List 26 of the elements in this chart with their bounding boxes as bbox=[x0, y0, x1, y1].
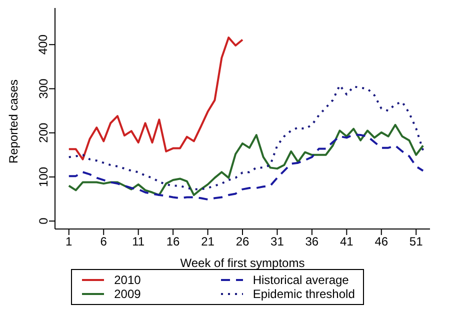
y-tick-label: 200 bbox=[36, 122, 50, 143]
legend-label: 2009 bbox=[114, 287, 141, 301]
y-tick-label: 300 bbox=[36, 78, 50, 99]
x-tick-label: 36 bbox=[305, 234, 319, 249]
x-axis-title: Week of first symptoms bbox=[180, 256, 305, 270]
line-series bbox=[68, 84, 424, 190]
y-tick-label: 400 bbox=[36, 34, 50, 55]
line-series bbox=[68, 134, 424, 200]
legend-label: Epidemic threshold bbox=[252, 287, 355, 301]
line-series bbox=[68, 36, 244, 160]
x-tick-label: 46 bbox=[374, 234, 388, 249]
x-tick-label: 6 bbox=[100, 234, 108, 249]
x-tick-label: 11 bbox=[132, 234, 145, 249]
x-tick-label: 21 bbox=[201, 234, 215, 249]
x-tick-label: 1 bbox=[66, 234, 73, 249]
x-tick-label: 51 bbox=[409, 234, 424, 249]
y-tick-label: 0 bbox=[36, 217, 50, 224]
line-series bbox=[68, 124, 424, 196]
x-tick-label: 41 bbox=[340, 234, 354, 249]
y-axis-title: Reported cases bbox=[6, 79, 20, 164]
x-tick-label: 31 bbox=[270, 234, 284, 249]
y-tick-label: 100 bbox=[36, 166, 50, 187]
x-tick-label: 16 bbox=[166, 234, 180, 249]
legend-label: Historical average bbox=[252, 273, 349, 287]
legend-label: 2010 bbox=[114, 273, 141, 287]
x-tick-label: 26 bbox=[236, 234, 250, 249]
